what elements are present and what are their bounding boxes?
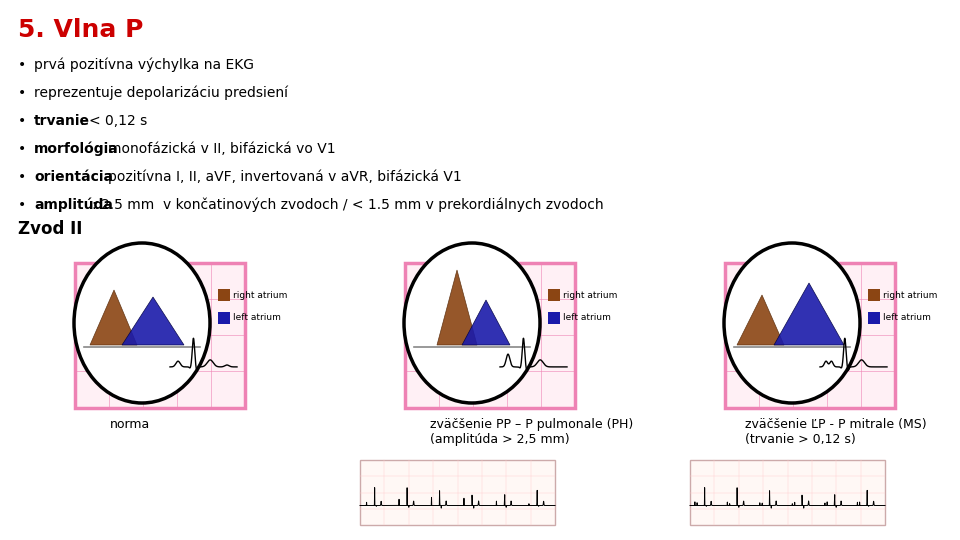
Text: trvanie: trvanie	[34, 114, 90, 128]
Text: •: •	[18, 86, 26, 100]
Polygon shape	[90, 290, 137, 345]
Text: •: •	[18, 198, 26, 212]
Text: 5. Vlna P: 5. Vlna P	[18, 18, 143, 42]
Text: amplitúda: amplitúda	[34, 198, 113, 213]
FancyBboxPatch shape	[405, 262, 575, 408]
Text: morfológia: morfológia	[34, 142, 119, 157]
Text: •: •	[18, 58, 26, 72]
Polygon shape	[462, 300, 510, 345]
Text: orientácia: orientácia	[34, 170, 113, 184]
Text: Zvod II: Zvod II	[18, 220, 83, 238]
Polygon shape	[437, 270, 477, 345]
FancyBboxPatch shape	[725, 262, 895, 408]
Polygon shape	[737, 295, 784, 345]
Text: left atrium: left atrium	[883, 314, 931, 322]
Text: left atrium: left atrium	[563, 314, 611, 322]
FancyBboxPatch shape	[360, 460, 555, 525]
Text: •: •	[18, 142, 26, 156]
Text: left atrium: left atrium	[233, 314, 281, 322]
Bar	[218, 312, 230, 324]
Text: •: •	[18, 114, 26, 128]
Text: : 2.5 mm  v končatinových zvodoch / < 1.5 mm v prekordiálnych zvodoch: : 2.5 mm v končatinových zvodoch / < 1.5…	[92, 198, 604, 213]
Text: prvá pozitívna výchylka na EKG: prvá pozitívna výchylka na EKG	[34, 58, 254, 72]
Text: zväčšenie PP – P pulmonale (PH)
(amplitúda > 2,5 mm): zväčšenie PP – P pulmonale (PH) (amplitú…	[430, 418, 634, 446]
Bar	[868, 312, 880, 324]
Ellipse shape	[724, 243, 860, 403]
Text: : pozitívna I, II, aVF, invertovaná v aVR, bifázická V1: : pozitívna I, II, aVF, invertovaná v aV…	[99, 170, 462, 185]
Bar	[868, 289, 880, 301]
Bar	[548, 289, 560, 301]
Text: right atrium: right atrium	[883, 291, 937, 300]
FancyBboxPatch shape	[690, 460, 885, 525]
Text: zväčšenie ĽP - P mitrale (MS)
(trvanie > 0,12 s): zväčšenie ĽP - P mitrale (MS) (trvanie >…	[745, 418, 926, 446]
Text: right atrium: right atrium	[563, 291, 617, 300]
Text: •: •	[18, 170, 26, 184]
Polygon shape	[774, 283, 844, 345]
Text: norma: norma	[110, 418, 151, 431]
Text: : < 0,12 s: : < 0,12 s	[80, 114, 147, 128]
Bar	[548, 312, 560, 324]
Text: reprezentuje depolarizáciu predsiení: reprezentuje depolarizáciu predsiení	[34, 86, 288, 100]
Bar	[218, 289, 230, 301]
FancyBboxPatch shape	[75, 262, 245, 408]
Ellipse shape	[74, 243, 210, 403]
Polygon shape	[122, 297, 184, 345]
Ellipse shape	[404, 243, 540, 403]
Text: : monofázická v II, bifázická vo V1: : monofázická v II, bifázická vo V1	[99, 142, 336, 156]
Text: right atrium: right atrium	[233, 291, 287, 300]
